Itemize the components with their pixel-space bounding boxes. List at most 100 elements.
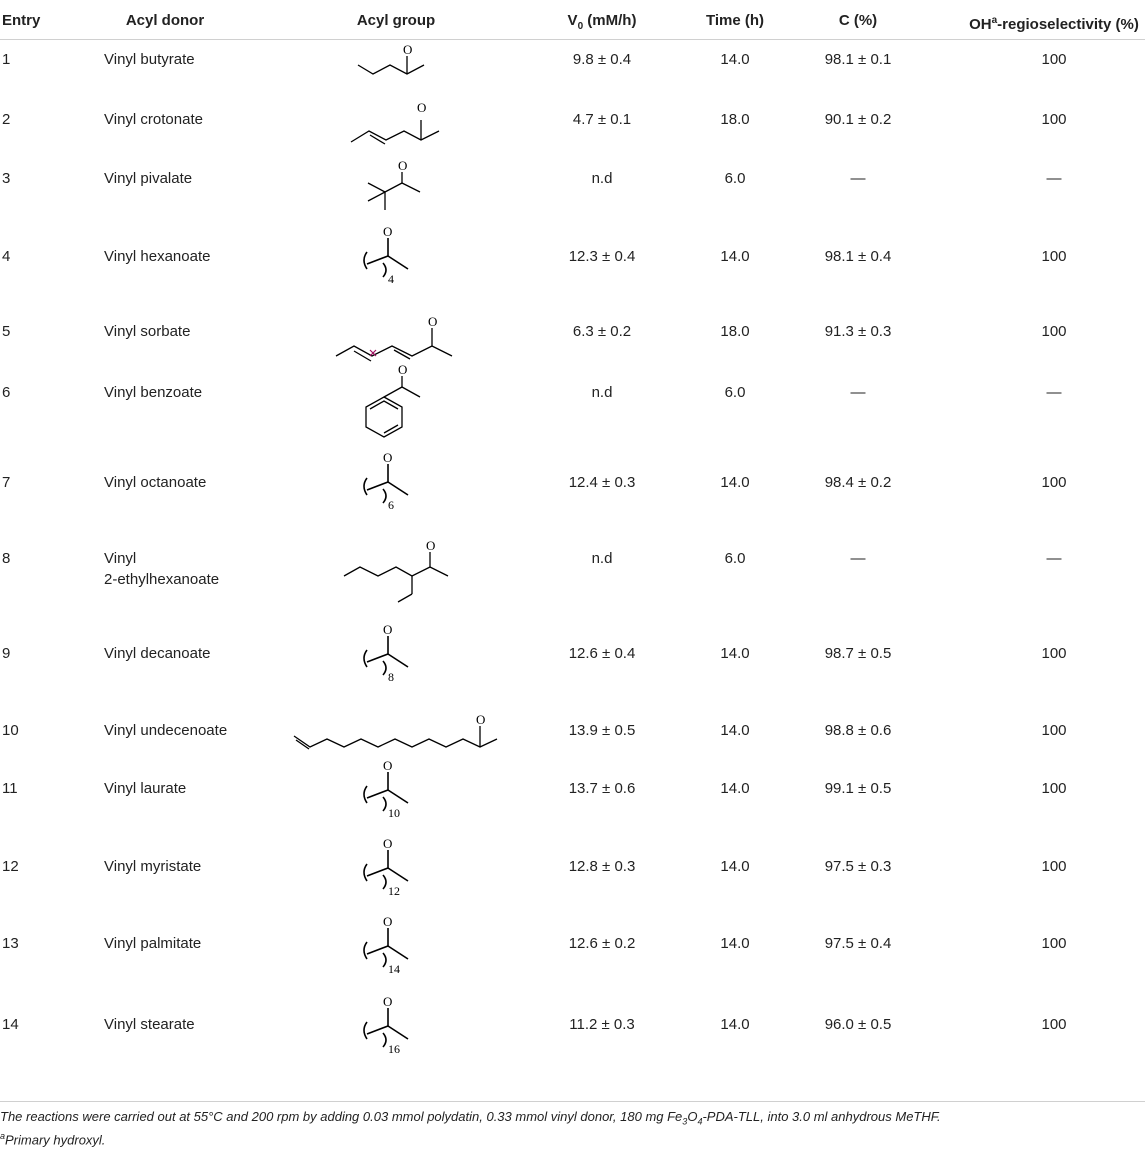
acyl-donor-cell: Vinyl — [104, 550, 137, 567]
regioselectivity-cell: — — [1046, 384, 1062, 401]
svg-text:O: O — [383, 914, 392, 929]
repeat-count: 16 — [388, 1042, 400, 1056]
svg-text:O: O — [383, 836, 392, 851]
svg-text:O: O — [476, 712, 485, 727]
palmitoyl-structure-icon: O 14 — [355, 914, 435, 981]
v0-cell: n.d — [591, 384, 613, 401]
v0-cell: 9.8 ± 0.4 — [572, 51, 632, 68]
footnote-primary-hydroxyl: aPrimary hydroxyl. — [0, 1131, 106, 1148]
v0-cell: 12.6 ± 0.2 — [568, 935, 636, 952]
time-cell: 14.0 — [720, 780, 750, 797]
time-cell: 14.0 — [720, 858, 750, 875]
time-cell: 6.0 — [724, 384, 746, 401]
acyl-donor-cell: Vinyl crotonate — [104, 111, 203, 128]
regioselectivity-cell: 100 — [1041, 780, 1067, 797]
v0-cell: 4.7 ± 0.1 — [572, 111, 632, 128]
conversion-cell: 98.8 ± 0.6 — [824, 722, 892, 739]
entry-cell: 6 — [2, 384, 11, 401]
time-cell: 14.0 — [720, 51, 750, 68]
time-cell: 6.0 — [724, 170, 746, 187]
header-regioselectivity: OHa-regioselectivity (%) — [969, 15, 1139, 33]
svg-text:O: O — [383, 758, 392, 773]
lauroyl-structure-icon: O 10 — [355, 758, 435, 825]
time-cell: 14.0 — [720, 474, 750, 491]
regioselectivity-cell: 100 — [1041, 858, 1067, 875]
pivaloyl-structure-icon: O — [360, 156, 440, 216]
v0-cell: 12.3 ± 0.4 — [568, 248, 636, 265]
time-cell: 18.0 — [720, 111, 750, 128]
time-cell: 6.0 — [724, 550, 746, 567]
header-v0: V0 (mM/h) — [567, 12, 637, 32]
header-time: Time (h) — [705, 12, 765, 29]
svg-text:O: O — [398, 362, 407, 377]
time-cell: 14.0 — [720, 645, 750, 662]
v0-cell: 6.3 ± 0.2 — [572, 323, 632, 340]
acyl-donor-cell: Vinyl myristate — [104, 858, 202, 875]
time-cell: 14.0 — [720, 248, 750, 265]
conversion-cell: 99.1 ± 0.5 — [824, 780, 892, 797]
repeat-count: 6 — [388, 498, 394, 512]
entry-cell: 2 — [2, 111, 11, 128]
v0-cell: 12.6 ± 0.4 — [568, 645, 636, 662]
v0-cell: 12.8 ± 0.3 — [568, 858, 636, 875]
header-acyl-donor: Acyl donor — [125, 12, 205, 29]
conversion-cell: 98.4 ± 0.2 — [824, 474, 892, 491]
svg-text:O: O — [428, 314, 437, 329]
entry-cell: 11 — [2, 780, 18, 797]
header-entry: Entry — [2, 12, 41, 29]
stearoyl-structure-icon: O 16 — [355, 994, 435, 1061]
svg-text:O: O — [383, 622, 392, 637]
acyl-donor-cell-line2: 2-ethylhexanoate — [104, 571, 220, 588]
repeat-count: 4 — [388, 272, 394, 286]
acyl-donor-cell: Vinyl decanoate — [104, 645, 211, 662]
conversion-cell: 96.0 ± 0.5 — [824, 1016, 892, 1033]
repeat-count: 8 — [388, 670, 394, 684]
undecenoyl-structure-icon: O — [290, 712, 505, 752]
conversion-cell: — — [850, 550, 866, 567]
conversion-cell: 98.1 ± 0.1 — [824, 51, 892, 68]
svg-text:O: O — [417, 100, 426, 115]
header-conversion: C (%) — [838, 12, 878, 29]
hexanoyl-structure-icon: O 4 — [355, 224, 435, 286]
regioselectivity-cell: 100 — [1041, 722, 1067, 739]
conversion-cell: 91.3 ± 0.3 — [824, 323, 892, 340]
svg-text:O: O — [383, 450, 392, 465]
entry-cell: 3 — [2, 170, 11, 187]
svg-text:O: O — [398, 158, 407, 173]
conversion-cell: 98.7 ± 0.5 — [824, 645, 892, 662]
crotonyl-structure-icon: O — [345, 98, 445, 148]
acyl-donor-cell: Vinyl undecenoate — [104, 722, 228, 739]
time-cell: 14.0 — [720, 1016, 750, 1033]
benzoyl-structure-icon: O — [352, 362, 442, 439]
v0-cell: 11.2 ± 0.3 — [569, 1016, 635, 1033]
conversion-cell: — — [850, 170, 866, 187]
entry-cell: 1 — [2, 51, 11, 68]
v0-cell: 13.9 ± 0.5 — [568, 722, 636, 739]
entry-cell: 13 — [2, 935, 19, 952]
acyl-donor-cell: Vinyl sorbate — [104, 323, 191, 340]
acyl-donor-cell: Vinyl octanoate — [104, 474, 207, 491]
acyl-donor-cell: Vinyl benzoate — [104, 384, 203, 401]
regioselectivity-cell: — — [1046, 550, 1062, 567]
regioselectivity-cell: 100 — [1041, 935, 1067, 952]
regioselectivity-cell: 100 — [1041, 474, 1067, 491]
sorbyl-structure-icon: O — [332, 314, 462, 362]
entry-cell: 7 — [2, 474, 11, 491]
acyl-donor-cell: Vinyl palmitate — [104, 935, 202, 952]
butyryl-structure-icon: O — [350, 40, 440, 80]
entry-cell: 10 — [2, 722, 19, 739]
v0-cell: n.d — [591, 550, 613, 567]
myristoyl-structure-icon: O 12 — [355, 836, 435, 903]
conversion-cell: 90.1 ± 0.2 — [824, 111, 892, 128]
regioselectivity-cell: — — [1046, 170, 1062, 187]
entry-cell: 14 — [2, 1016, 19, 1033]
regioselectivity-cell: 100 — [1041, 323, 1067, 340]
entry-cell: 12 — [2, 858, 19, 875]
time-cell: 14.0 — [720, 722, 750, 739]
repeat-count: 14 — [388, 962, 400, 976]
svg-text:O: O — [383, 994, 392, 1009]
entry-cell: 5 — [2, 323, 11, 340]
ethylhexanoyl-structure-icon: O — [340, 538, 455, 612]
repeat-count: 10 — [388, 806, 400, 820]
